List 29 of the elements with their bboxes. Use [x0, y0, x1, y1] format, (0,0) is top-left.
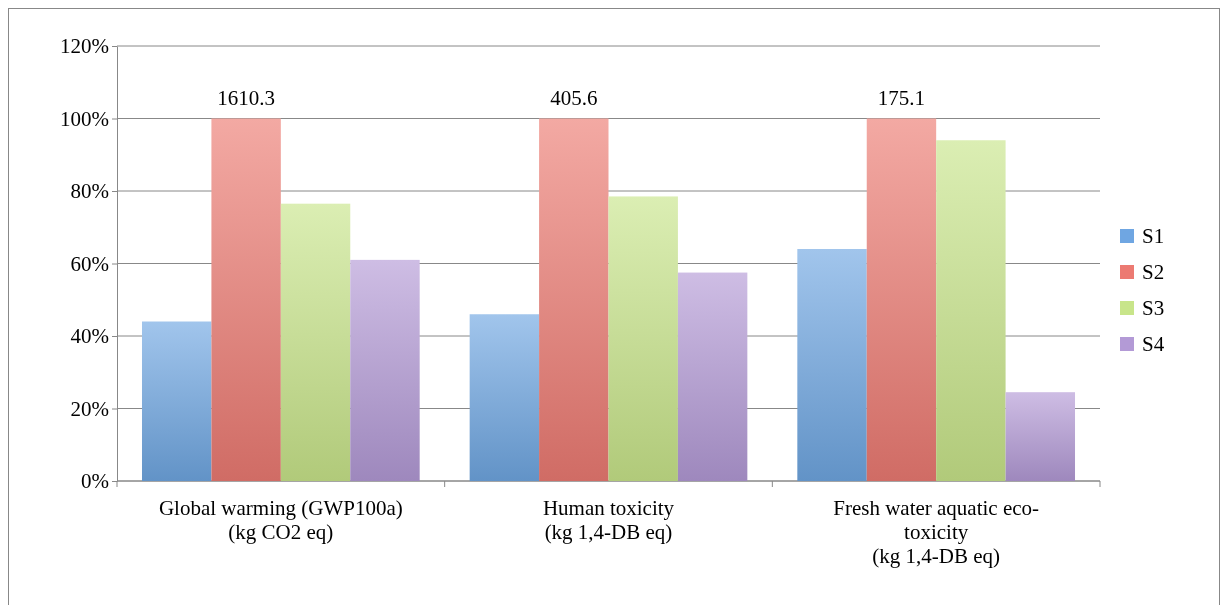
y-tick-label: 60% [70, 251, 109, 276]
bar [1005, 392, 1076, 481]
bar [936, 140, 1006, 481]
bar [211, 118, 281, 481]
bar [866, 118, 937, 481]
y-tick-label: 120% [60, 34, 109, 59]
legend-label: S3 [1142, 296, 1165, 320]
bar [608, 196, 678, 481]
y-tick-label: 0% [81, 469, 109, 494]
x-tick-label: Human toxicity (kg 1,4-DB eq) [542, 496, 675, 544]
y-tick-label: 20% [70, 396, 109, 421]
legend-label: S2 [1142, 260, 1165, 284]
annotation: 175.1 [877, 85, 926, 110]
y-tick-label: 80% [70, 179, 109, 204]
annotation: 1610.3 [217, 85, 275, 110]
annotation: 405.6 [550, 85, 598, 110]
bar [469, 314, 540, 481]
legend-label: S4 [1142, 332, 1165, 356]
bar [280, 203, 351, 481]
bar [539, 118, 609, 481]
x-tick-label: Global warming (GWP100a) (kg CO2 eq) [158, 496, 403, 544]
legend-label: S1 [1142, 224, 1165, 248]
bar [797, 249, 867, 481]
bar [141, 321, 212, 481]
x-tick-label: Fresh water aquatic eco- toxicity (kg 1,4-DB eq) [833, 496, 1040, 568]
bar [350, 259, 420, 481]
y-tick-label: 40% [70, 324, 109, 349]
bar [677, 272, 748, 481]
y-tick-label: 100% [60, 106, 109, 131]
